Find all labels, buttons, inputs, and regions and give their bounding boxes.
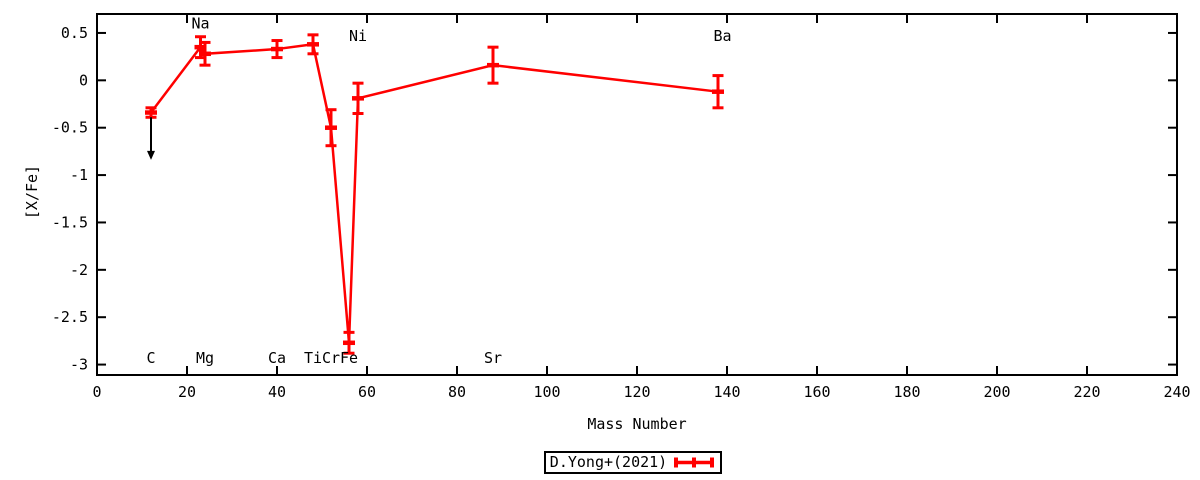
y-tick-label: -3 (70, 356, 88, 374)
element-label-Fe: Fe (340, 349, 358, 367)
x-tick-label: 200 (983, 383, 1010, 401)
element-labels: C Na Mg Ca Ti Cr Fe Ni Sr Ba (146, 14, 731, 366)
element-label-Ca: Ca (268, 349, 286, 367)
x-tick-label: 0 (92, 383, 101, 401)
data-point-Ca (271, 39, 283, 60)
errorbar-sample-icon (674, 457, 715, 468)
element-label-Na: Na (191, 14, 209, 32)
x-tick-label: 100 (533, 383, 560, 401)
element-label-Mg: Mg (196, 349, 214, 367)
legend-series-label: D.Yong+(2021) (549, 453, 668, 471)
x-tick-label: 160 (803, 383, 830, 401)
plot-border (96, 13, 1178, 376)
y-tick-label: 0.5 (61, 24, 88, 42)
y-tick-label: -2.5 (52, 308, 88, 326)
data-point-Ni (352, 81, 364, 115)
data-point-Sr (487, 45, 499, 85)
series-line (150, 42, 719, 343)
y-tick-label: -0.5 (52, 119, 88, 137)
y-axis-title: [X/Fe] (23, 164, 41, 220)
upper-limit-arrow-C (147, 117, 155, 160)
x-tick-label: 80 (448, 383, 466, 401)
data-point-Ba (712, 74, 724, 110)
data-point-Ti (307, 33, 319, 56)
element-label-Ba: Ba (713, 27, 731, 45)
x-tick-label: 180 (893, 383, 920, 401)
y-tick-label: -1 (70, 166, 88, 184)
data-point-Fe (343, 330, 355, 355)
element-label-Ni: Ni (349, 27, 367, 45)
x-tick-label: 240 (1163, 383, 1190, 401)
y-axis-ticks: 0.5 0 -0.5 -1 -1.5 -2 -2.5 -3 (52, 24, 1176, 374)
legend-box: D.Yong+(2021) (544, 451, 722, 474)
element-label-Cr: Cr (322, 349, 340, 367)
x-tick-label: 20 (178, 383, 196, 401)
element-label-C: C (146, 349, 155, 367)
x-tick-label: 220 (1073, 383, 1100, 401)
data-point-Mg (199, 40, 211, 67)
x-tick-label: 120 (623, 383, 650, 401)
data-point-C (145, 106, 157, 119)
y-tick-label: -2 (70, 261, 88, 279)
x-tick-label: 140 (713, 383, 740, 401)
element-label-Ti: Ti (304, 349, 322, 367)
x-tick-label: 40 (268, 383, 286, 401)
y-tick-label: 0 (79, 71, 88, 89)
x-axis-title: Mass Number (587, 415, 687, 433)
element-label-Sr: Sr (484, 349, 502, 367)
data-point-Cr (325, 108, 337, 148)
x-axis-ticks: 0 20 40 60 80 100 120 140 160 180 200 220 240 (92, 15, 1191, 401)
y-tick-label: -1.5 (52, 213, 88, 231)
x-tick-label: 60 (358, 383, 376, 401)
